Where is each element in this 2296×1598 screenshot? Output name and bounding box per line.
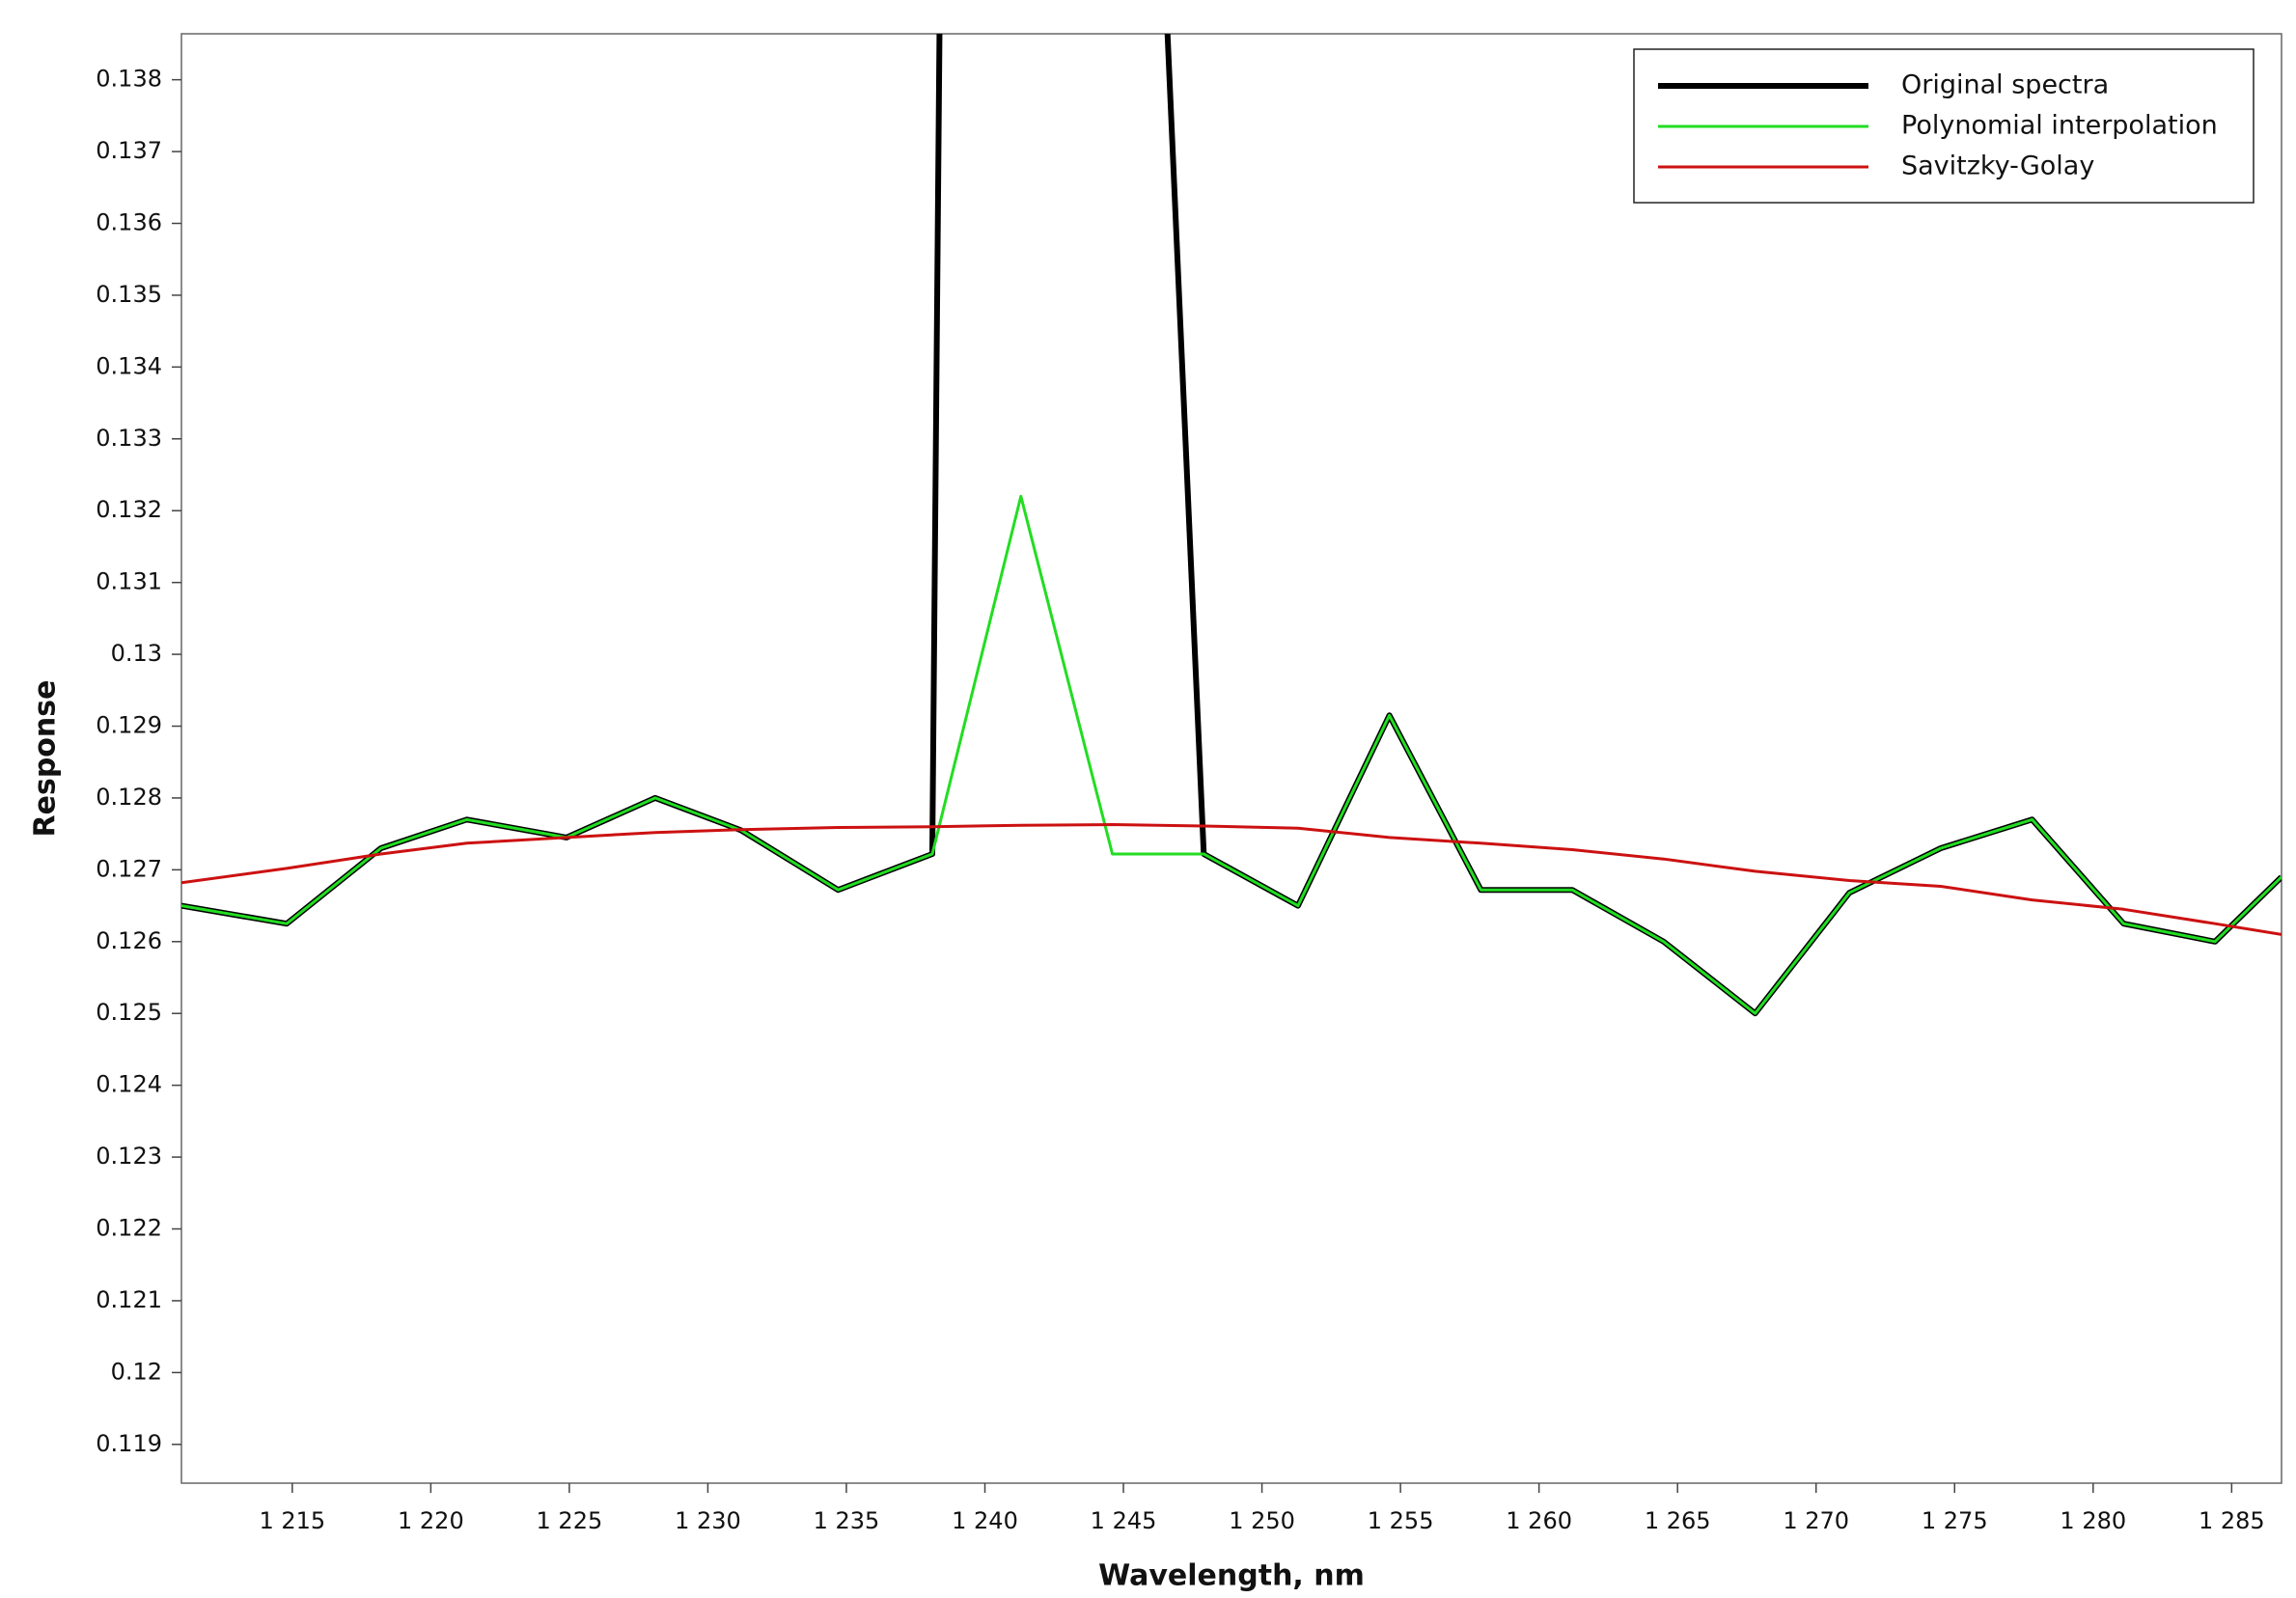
y-tick-label: 0.125 bbox=[96, 999, 162, 1026]
y-tick-label: 0.13 bbox=[111, 640, 162, 667]
y-tick-label: 0.126 bbox=[96, 927, 162, 954]
x-tick-label: 1 245 bbox=[1091, 1507, 1157, 1534]
y-tick-label: 0.134 bbox=[96, 352, 162, 379]
x-tick-label: 1 260 bbox=[1506, 1507, 1572, 1534]
x-tick-label: 1 230 bbox=[675, 1507, 741, 1534]
y-tick-label: 0.138 bbox=[96, 66, 162, 93]
y-tick-label: 0.12 bbox=[111, 1358, 162, 1385]
y-tick-label: 0.123 bbox=[96, 1143, 162, 1170]
legend-label: Polynomial interpolation bbox=[1901, 111, 2218, 141]
legend-label: Original spectra bbox=[1901, 70, 2109, 100]
y-tick-label: 0.127 bbox=[96, 855, 162, 882]
y-axis-label: Response bbox=[29, 680, 63, 838]
x-tick-label: 1 285 bbox=[2199, 1507, 2265, 1534]
y-tick-label: 0.129 bbox=[96, 712, 162, 739]
x-tick-label: 1 280 bbox=[2060, 1507, 2126, 1534]
x-tick-label: 1 215 bbox=[259, 1507, 325, 1534]
line-series bbox=[181, 823, 2282, 936]
y-tick-label: 0.132 bbox=[96, 496, 162, 523]
y-tick-label: 0.133 bbox=[96, 425, 162, 452]
plot-frame bbox=[180, 33, 2282, 1484]
y-tick-label: 0.135 bbox=[96, 281, 162, 308]
y-tick-label: 0.128 bbox=[96, 784, 162, 811]
x-tick-label: 1 275 bbox=[1922, 1507, 1988, 1534]
y-tick-label: 0.131 bbox=[96, 568, 162, 595]
x-tick-label: 1 240 bbox=[952, 1507, 1018, 1534]
y-tick-label: 0.136 bbox=[96, 208, 162, 235]
y-tick-label: 0.122 bbox=[96, 1215, 162, 1242]
x-tick-label: 1 220 bbox=[398, 1507, 464, 1534]
x-tick-label: 1 255 bbox=[1368, 1507, 1434, 1534]
y-tick-label: 0.121 bbox=[96, 1286, 162, 1313]
x-tick-label: 1 270 bbox=[1783, 1507, 1849, 1534]
line-series bbox=[181, 494, 2282, 1015]
x-tick-label: 1 250 bbox=[1229, 1507, 1295, 1534]
x-axis-label: Wavelength, nm bbox=[1098, 1559, 1365, 1593]
x-tick-label: 1 235 bbox=[814, 1507, 880, 1534]
x-tick-label: 1 225 bbox=[537, 1507, 603, 1534]
y-tick-label: 0.119 bbox=[96, 1430, 162, 1457]
plot-lines bbox=[181, 34, 2282, 1017]
x-tick-label: 1 265 bbox=[1645, 1507, 1711, 1534]
legend-label: Savitzky-Golay bbox=[1901, 152, 2094, 181]
y-tick-label: 0.124 bbox=[96, 1071, 162, 1098]
y-tick-label: 0.137 bbox=[96, 137, 162, 164]
